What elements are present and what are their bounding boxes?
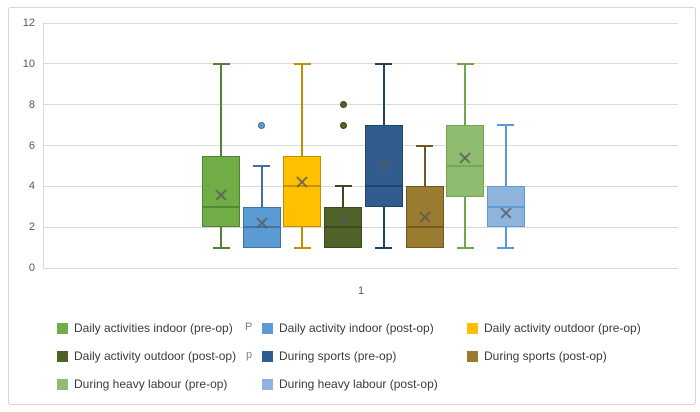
whisker-lower-line-2 — [301, 227, 304, 248]
box-0 — [202, 155, 240, 228]
median-line-3 — [324, 226, 363, 229]
whisker-upper-line-2 — [301, 63, 304, 156]
mean-marker-7 — [500, 207, 512, 219]
whisker-upper-line-7 — [504, 125, 507, 187]
mean-marker-0 — [215, 189, 227, 201]
legend-item-2: Daily activity outdoor (pre-op) — [467, 320, 641, 336]
median-line-4 — [364, 185, 403, 188]
median-line-5 — [405, 226, 444, 229]
gridline — [43, 267, 678, 269]
whisker-upper-cap-4 — [375, 62, 393, 65]
legend-label-3: Daily activity outdoor (post-op) — [74, 349, 237, 363]
whisker-lower-line-7 — [504, 227, 507, 248]
whisker-upper-cap-6 — [456, 62, 474, 65]
whisker-upper-line-6 — [464, 63, 467, 126]
legend-label-0: Daily activities indoor (pre-op) — [74, 321, 233, 335]
whisker-upper-cap-2 — [293, 62, 311, 65]
whisker-upper-cap-5 — [416, 144, 433, 147]
legend-item-7: During heavy labour (post-op) — [262, 376, 438, 392]
whisker-lower-cap-0 — [212, 246, 230, 249]
legend-swatch-3 — [57, 350, 68, 362]
legend-item-6: During heavy labour (pre-op) — [57, 376, 227, 392]
whisker-upper-line-0 — [220, 63, 222, 156]
legend-item-5: During sports (post-op) — [467, 348, 607, 364]
whisker-upper-line-1 — [260, 165, 263, 207]
whisker-upper-cap-7 — [497, 124, 515, 127]
legend-item-0: Daily activities indoor (pre-op) — [57, 320, 233, 336]
whisker-lower-cap-7 — [497, 246, 515, 249]
y-axis-tick-label: 2 — [28, 221, 35, 234]
y-axis-tick-label: 10 — [22, 57, 35, 70]
mean-marker-2 — [296, 176, 308, 188]
legend-label-6: During heavy labour (pre-op) — [74, 377, 228, 391]
y-axis-tick-label: 4 — [28, 180, 35, 193]
whisker-upper-line-3 — [342, 186, 345, 207]
whisker-lower-cap-4 — [375, 246, 393, 249]
legend-item-1: Daily activity indoor (post-op) — [262, 320, 434, 336]
legend-swatch-2 — [467, 322, 478, 334]
mean-marker-1 — [256, 217, 268, 229]
legend-artifact-text-2: p — [246, 349, 253, 361]
whisker-upper-cap-1 — [253, 164, 271, 167]
whisker-lower-line-0 — [220, 227, 222, 248]
legend-artifact-text-1: P — [245, 321, 253, 333]
gridline — [43, 185, 678, 187]
whisker-lower-line-6 — [464, 196, 467, 248]
y-axis-tick-label: 8 — [28, 98, 35, 111]
outlier-point-1 — [258, 121, 266, 129]
median-line-6 — [446, 164, 485, 167]
mean-marker-6 — [459, 152, 471, 164]
outlier-point-3 — [339, 101, 347, 109]
legend-label-1: Daily activity indoor (post-op) — [279, 321, 434, 335]
legend-label-4: During sports (pre-op) — [279, 349, 397, 363]
whisker-upper-line-5 — [423, 145, 426, 187]
whisker-upper-cap-3 — [334, 185, 352, 188]
box-2 — [283, 155, 322, 228]
legend-item-3: Daily activity outdoor (post-op) — [57, 348, 236, 364]
y-axis-tick-label: 12 — [22, 17, 35, 29]
mean-marker-4 — [378, 160, 390, 172]
legend-swatch-7 — [262, 378, 273, 390]
chart-frame: 0 2 4 6 8 10 12 1 Daily activities indoor (pre… — [8, 7, 696, 405]
mean-marker-3 — [337, 213, 349, 225]
legend-swatch-5 — [467, 350, 478, 362]
legend-swatch-0 — [57, 322, 68, 334]
gridline — [43, 63, 678, 65]
outlier-point-3 — [339, 121, 347, 129]
whisker-upper-cap-0 — [212, 62, 230, 65]
gridline — [43, 22, 678, 24]
x-axis-tick-label: 1 — [358, 285, 365, 297]
legend-label-5: During sports (post-op) — [484, 349, 607, 363]
legend-swatch-1 — [262, 322, 273, 334]
whisker-lower-line-4 — [382, 206, 385, 248]
legend-swatch-6 — [57, 378, 68, 390]
whisker-upper-line-4 — [382, 63, 385, 126]
median-line-0 — [202, 205, 240, 208]
gridline — [43, 104, 678, 106]
whisker-lower-cap-2 — [293, 246, 311, 249]
y-axis-line — [43, 23, 44, 268]
legend-label-7: During heavy labour (post-op) — [279, 377, 438, 391]
y-axis-tick-label: 0 — [28, 262, 35, 274]
mean-marker-5 — [419, 211, 431, 223]
y-axis-tick-label: 6 — [28, 139, 35, 152]
whisker-lower-cap-6 — [456, 246, 474, 249]
gridline — [43, 145, 678, 146]
legend-label-2: Daily activity outdoor (pre-op) — [484, 321, 641, 335]
legend-item-4: During sports (pre-op) — [262, 348, 396, 364]
legend-swatch-4 — [262, 350, 273, 362]
